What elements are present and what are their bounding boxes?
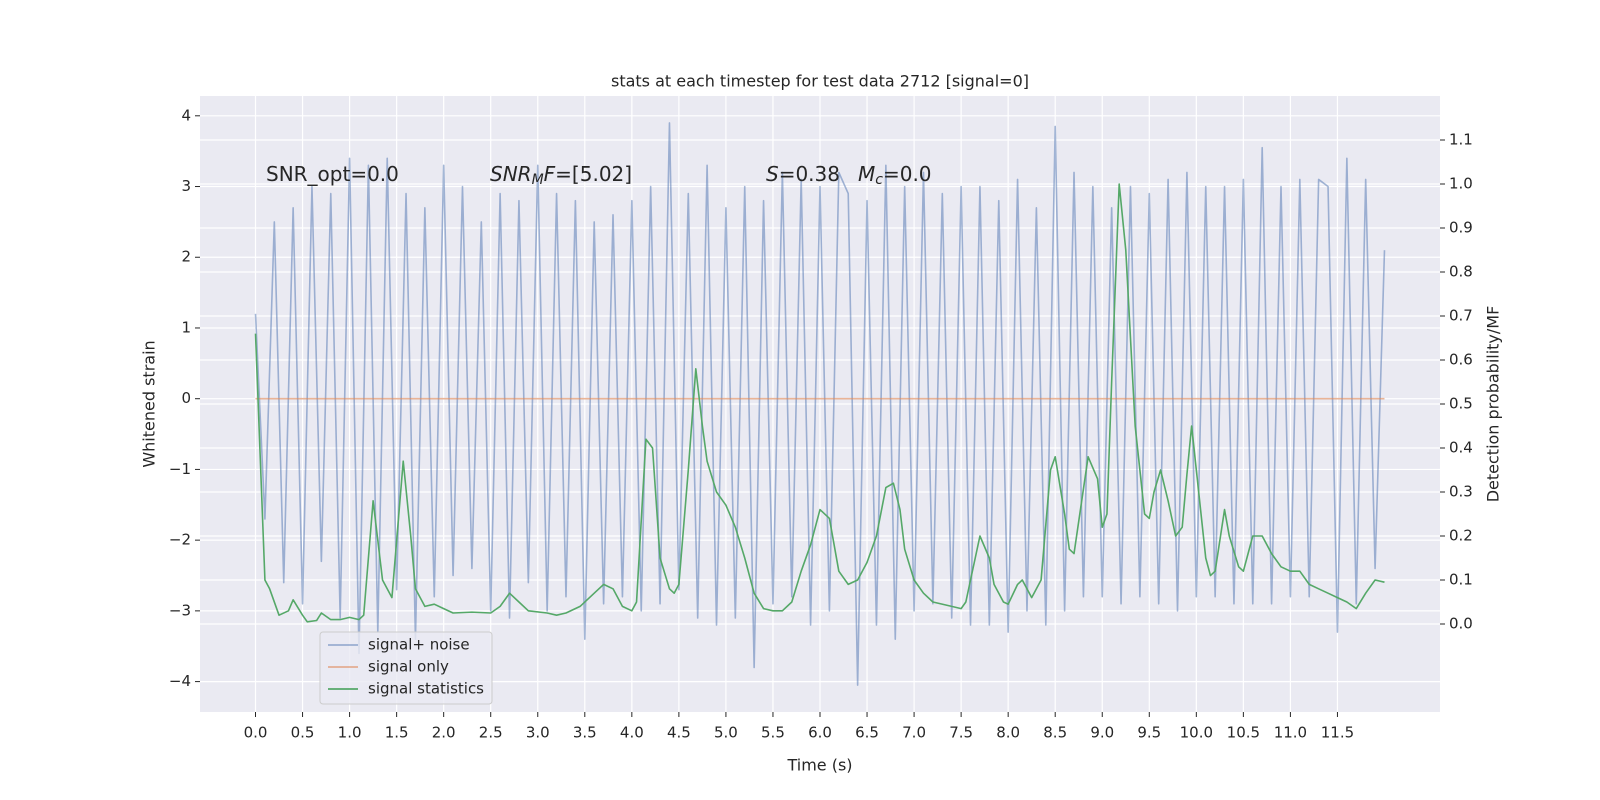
annotation-part: =0.38	[779, 162, 840, 186]
x-tick-label: 4.0	[620, 724, 644, 742]
annotation: SNR_opt=0.0	[266, 162, 399, 186]
annotation-part: SNR_opt=0.0	[266, 162, 399, 186]
x-tick-label: 1.0	[338, 724, 362, 742]
legend-label: signal statistics	[368, 680, 484, 698]
x-tick-label: 0.0	[244, 724, 268, 742]
annotation-part: SNR	[490, 162, 532, 186]
y2-tick-label: 0.7	[1449, 307, 1473, 325]
y2-axis-label: Detection probability/MF	[1484, 306, 1503, 503]
chart-title: stats at each timestep for test data 271…	[611, 72, 1029, 91]
y-axis-label: Whitened strain	[140, 340, 159, 467]
y-tick-label: 0	[181, 389, 191, 407]
annotation-part: =[5.02]	[555, 162, 632, 186]
x-tick-label: 9.0	[1090, 724, 1114, 742]
x-tick-label: 5.0	[714, 724, 738, 742]
y2-tick-label: 0.2	[1449, 527, 1473, 545]
y2-tick-label: 0.3	[1449, 483, 1473, 501]
annotation-part: F	[544, 162, 556, 186]
x-tick-label: 0.5	[291, 724, 315, 742]
y-tick-label: −2	[169, 531, 191, 549]
y-tick-label: −3	[169, 601, 191, 619]
y2-tick-label: 0.8	[1449, 263, 1473, 281]
series-line	[254, 183, 1385, 623]
y-tick-label: −4	[169, 672, 191, 690]
x-tick-label: 2.5	[479, 724, 503, 742]
y2-tick-label: 0.9	[1449, 219, 1473, 237]
x-tick-label: 8.0	[996, 724, 1020, 742]
annotation-part: S	[766, 162, 779, 186]
x-tick-label: 4.5	[667, 724, 691, 742]
y-tick-label: 3	[181, 177, 191, 195]
legend-box	[319, 631, 493, 705]
annotation: SNRMF=[5.02]	[490, 162, 632, 189]
y2-tick-label: 0.4	[1449, 439, 1473, 457]
x-tick-label: 6.0	[808, 724, 832, 742]
annotation-part: =0.0	[883, 162, 932, 186]
x-tick-label: 10.5	[1227, 724, 1260, 742]
x-tick-label: 2.0	[432, 724, 456, 742]
y2-tick-label: 0.1	[1449, 571, 1473, 589]
annotation-part: c	[875, 172, 883, 188]
x-tick-label: 3.0	[526, 724, 550, 742]
legend-label: signal only	[368, 658, 449, 676]
x-tick-label: 8.5	[1043, 724, 1067, 742]
legend-label: signal+ noise	[368, 636, 470, 654]
y2-tick-label: 0.6	[1449, 351, 1473, 369]
x-axis-label: Time (s)	[786, 756, 852, 775]
annotation: S=0.38	[766, 162, 840, 186]
x-tick-label: 3.5	[573, 724, 597, 742]
annotation: Mc=0.0	[858, 162, 932, 189]
y-tick-label: 1	[181, 318, 191, 336]
x-tick-label: 1.5	[385, 724, 409, 742]
x-tick-label: 11.5	[1321, 724, 1354, 742]
y2-tick-label: 0.5	[1449, 395, 1473, 413]
y2-tick-label: 0.0	[1449, 615, 1473, 633]
annotation-part: M	[532, 172, 544, 188]
x-tick-label: 7.5	[949, 724, 973, 742]
x-tick-label: 10.0	[1180, 724, 1213, 742]
x-tick-label: 7.0	[902, 724, 926, 742]
y-tick-label: −1	[169, 460, 191, 478]
y-tick-label: 4	[181, 106, 191, 124]
x-tick-label: 9.5	[1137, 724, 1161, 742]
x-tick-label: 11.0	[1274, 724, 1307, 742]
series-line	[254, 122, 1386, 686]
y2-tick-label: 1.0	[1449, 175, 1473, 193]
legend: signal+ noise signal only signal statistic…	[319, 631, 493, 705]
x-tick-label: 5.5	[761, 724, 785, 742]
y-tick-label: 2	[181, 248, 191, 266]
x-tick-label: 6.5	[855, 724, 879, 742]
y2-tick-label: 1.1	[1449, 131, 1473, 149]
annotation-part: M	[858, 162, 875, 186]
